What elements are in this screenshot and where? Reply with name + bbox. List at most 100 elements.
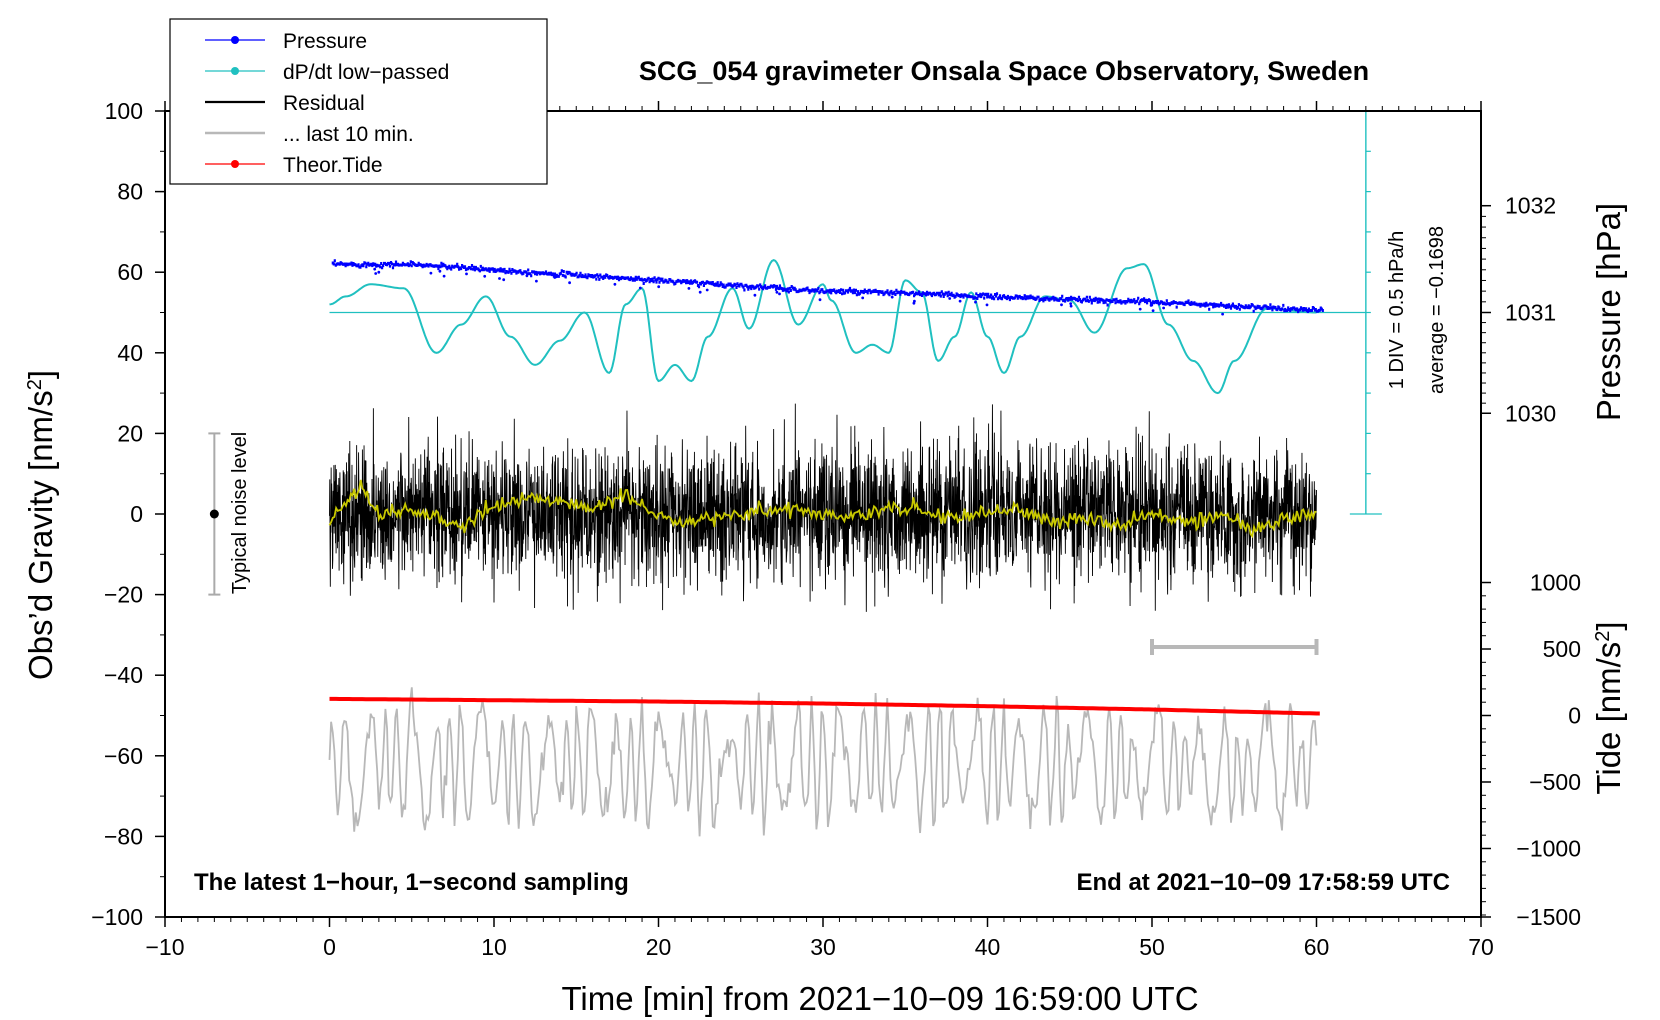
noise-level-label: Typical noise level xyxy=(229,432,251,594)
series-residual-line xyxy=(329,403,1317,612)
y-axis-label-left-end: ] xyxy=(22,370,59,379)
y-tick-label: 100 xyxy=(105,98,143,124)
y-tick-label: −100 xyxy=(91,904,143,930)
x-tick-label: 60 xyxy=(1304,934,1330,960)
y-tick-label: −40 xyxy=(104,662,143,688)
y-axis-label-pressure: Pressure [hPa] xyxy=(1590,203,1627,421)
series-pressure-outlier xyxy=(553,276,557,279)
series-pressure-outlier xyxy=(525,274,529,278)
series-pressure-outlier xyxy=(613,282,617,286)
axis-layer: −10 0 10 20 30 40 50 60 70100806040200−20−40−60−… xyxy=(91,98,1581,960)
legend-label-dpdt: dP/dt low−passed xyxy=(283,61,449,84)
series-pressure-outlier xyxy=(1069,302,1073,305)
y-tick-label: −60 xyxy=(104,743,143,769)
y-axis-label-left-text: Obs’d Gravity [nm/s xyxy=(22,390,59,680)
series-pressure-outlier xyxy=(429,271,433,275)
series-pressure-outlier xyxy=(1151,309,1155,312)
y-tick-label: 20 xyxy=(117,420,143,446)
legend-label-tide: Theor.Tide xyxy=(283,154,383,177)
series-residual-smoothed-line xyxy=(328,479,1317,539)
x-tick-label: −10 xyxy=(145,934,184,960)
legend-entry-tide: Theor.Tide xyxy=(205,154,383,177)
series-pressure-outlier xyxy=(483,274,487,278)
plot-layer xyxy=(208,110,1382,837)
series-last10-line xyxy=(328,687,1318,837)
legend-label-residual: Residual xyxy=(283,92,365,115)
dpdt-scale-label: 1 DIV = 0.5 hPa/h xyxy=(1386,231,1408,389)
y-axis-label-left-sup: 2 xyxy=(24,379,46,390)
series-pressure-outlier xyxy=(377,270,381,274)
x-tick-label: 70 xyxy=(1468,934,1494,960)
y-axis-label-tide-end: ] xyxy=(1590,621,1627,630)
series-pressure-outlier xyxy=(775,290,779,294)
series-pressure-outlier xyxy=(568,281,571,285)
series-tide-line xyxy=(329,696,1320,716)
legend-marker-pressure xyxy=(231,36,239,44)
series-dpdt-line xyxy=(329,259,1317,395)
dpdt-average-label: average = −0.1698 xyxy=(1426,226,1448,394)
series-pressure-outlier xyxy=(913,299,916,303)
series-pressure-outlier xyxy=(890,295,894,299)
y-tick-label: 80 xyxy=(117,179,143,205)
legend-marker-tide xyxy=(231,160,239,168)
series-pressure-outlier xyxy=(1060,303,1063,307)
series-pressure-outlier xyxy=(657,285,661,289)
series-pressure-outlier xyxy=(958,299,962,303)
series-pressure-outlier xyxy=(818,298,822,302)
y-tick-label: 60 xyxy=(117,259,143,285)
series-pressure-outlier xyxy=(698,290,702,294)
legend-entry-pressure: Pressure xyxy=(205,30,367,53)
y-axis-label-tide-text: Tide [nm/s xyxy=(1590,642,1627,795)
tide-tick-label: −1000 xyxy=(1516,835,1581,861)
legend-entry-last10: ... last 10 min. xyxy=(205,123,414,146)
y-tick-label: 0 xyxy=(130,501,143,527)
noise-bar-dot xyxy=(209,509,219,519)
legend: Pressure dP/dt low−passed Residual ... l… xyxy=(169,18,548,185)
legend-entry-dpdt: dP/dt low−passed xyxy=(205,61,449,84)
series-pressure-outlier xyxy=(498,277,501,280)
y-tick-label: −80 xyxy=(104,823,143,849)
series-pressure-outlier xyxy=(687,287,691,290)
footer-left-label: The latest 1−hour, 1−second sampling xyxy=(194,869,629,896)
series-pressure-outlier xyxy=(705,288,709,292)
series-pressure-outlier xyxy=(753,293,757,297)
series-pressure-outlier xyxy=(374,272,378,275)
y-axis-label-tide: Tide [nm/s2] xyxy=(1590,621,1627,794)
series-pressure-outlier xyxy=(438,269,442,273)
series-pressure-outlier xyxy=(1149,304,1153,307)
x-tick-label: 10 xyxy=(481,934,507,960)
x-tick-label: 50 xyxy=(1139,934,1165,960)
series-pressure-outlier xyxy=(974,300,977,304)
series-pressure-outlier xyxy=(465,272,468,276)
x-tick-label: 30 xyxy=(810,934,836,960)
tide-tick-label: 500 xyxy=(1543,636,1581,662)
y-axis-label-tide-sup: 2 xyxy=(1592,631,1614,642)
series-pressure-outlier xyxy=(442,274,446,278)
series-pressure-outlier xyxy=(502,278,506,282)
legend-label-last10: ... last 10 min. xyxy=(283,123,414,146)
series-pressure-outlier xyxy=(1138,307,1142,311)
tide-tick-label: −1500 xyxy=(1516,904,1581,930)
legend-marker-dpdt xyxy=(231,67,239,75)
x-tick-label: 20 xyxy=(646,934,672,960)
chart-title: SCG_054 gravimeter Onsala Space Observat… xyxy=(639,56,1369,86)
series-pressure-outlier xyxy=(948,297,952,300)
series-pressure-outlier xyxy=(1069,304,1073,308)
legend-label-pressure: Pressure xyxy=(283,30,367,53)
series-pressure-outlier xyxy=(1221,312,1224,316)
tide-tick-label: 1000 xyxy=(1530,570,1581,596)
x-tick-label: 0 xyxy=(323,934,336,960)
y-tick-label: −20 xyxy=(104,582,143,608)
legend-entry-residual: Residual xyxy=(205,92,365,115)
y-tick-label: 40 xyxy=(117,340,143,366)
series-pressure-outlier xyxy=(985,303,989,307)
series-pressure-outlier xyxy=(1162,306,1165,310)
series-pressure-outlier xyxy=(861,296,865,300)
series-pressure-outlier xyxy=(373,267,377,271)
x-axis-label: Time [min] from 2021−10−09 16:59:00 UTC xyxy=(561,980,1198,1017)
y-axis-label-left: Obs’d Gravity [nm/s2] xyxy=(22,370,59,680)
tide-tick-label: −500 xyxy=(1529,769,1581,795)
pressure-tick-label: 1030 xyxy=(1505,400,1556,426)
series-pressure-outlier xyxy=(638,286,642,290)
